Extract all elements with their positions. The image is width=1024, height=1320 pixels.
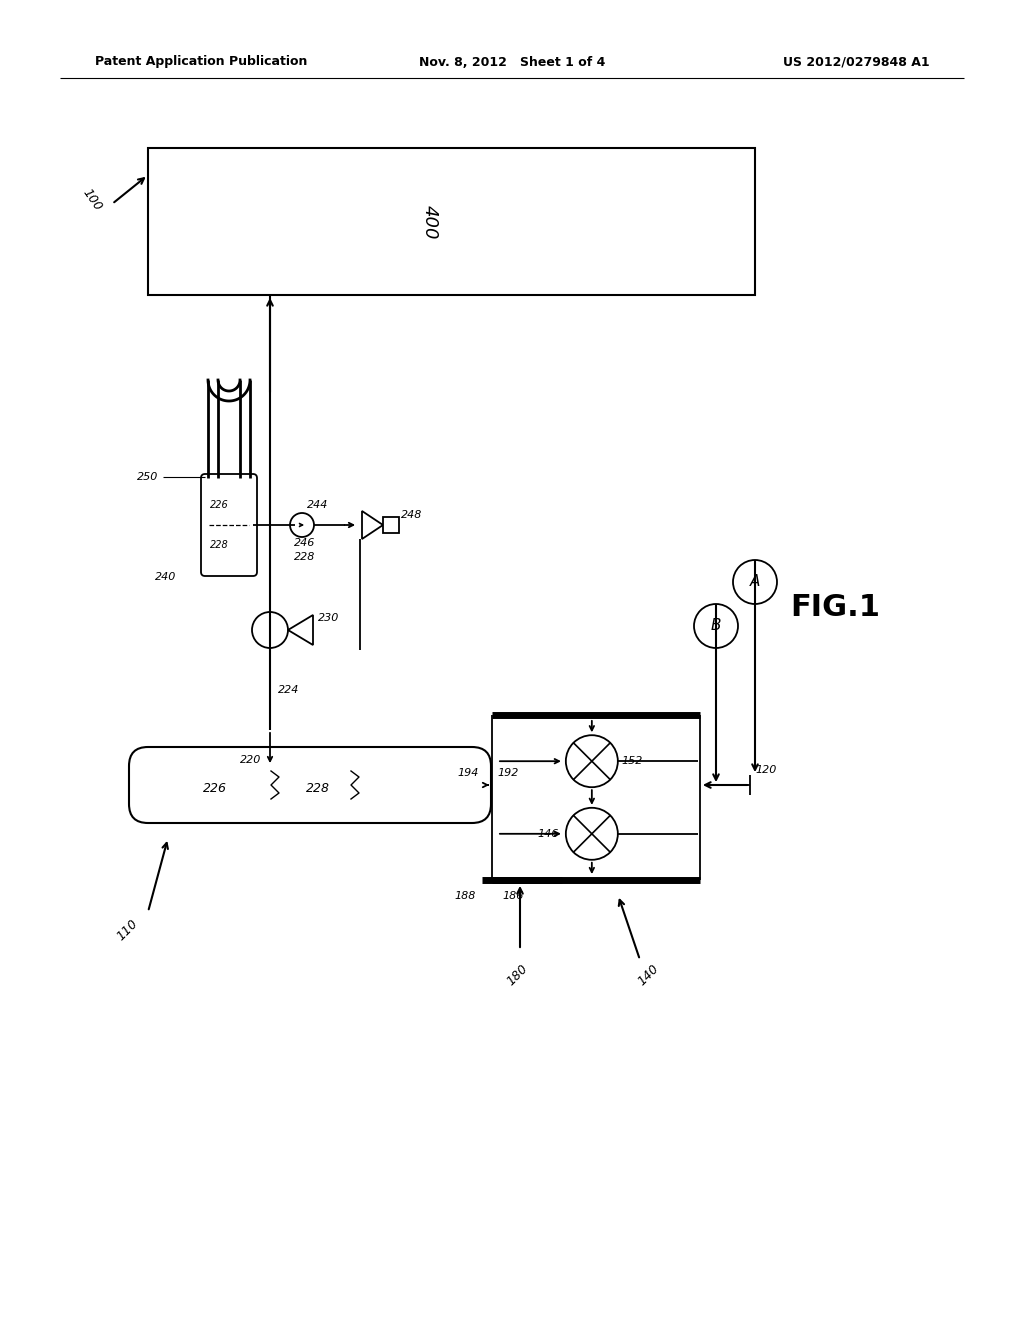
Text: 246: 246	[294, 539, 315, 548]
Text: 226: 226	[210, 500, 228, 510]
Circle shape	[290, 513, 314, 537]
Text: 186: 186	[502, 891, 523, 902]
Text: 120: 120	[755, 766, 776, 775]
Text: 192: 192	[497, 768, 518, 777]
Bar	[383, 517, 399, 533]
Text: A: A	[750, 574, 760, 590]
Text: 244: 244	[307, 500, 329, 510]
Text: 400: 400	[421, 205, 439, 239]
Text: 188: 188	[454, 891, 475, 902]
Text: Patent Application Publication: Patent Application Publication	[95, 55, 307, 69]
Text: 228: 228	[306, 781, 330, 795]
Text: US 2012/0279848 A1: US 2012/0279848 A1	[783, 55, 930, 69]
Text: 240: 240	[155, 572, 176, 582]
Text: 248: 248	[401, 510, 422, 520]
Text: Nov. 8, 2012   Sheet 1 of 4: Nov. 8, 2012 Sheet 1 of 4	[419, 55, 605, 69]
Text: 194: 194	[457, 768, 478, 777]
Text: 250: 250	[136, 473, 158, 482]
Text: 230: 230	[318, 612, 339, 623]
Text: 224: 224	[278, 685, 299, 696]
Text: 180: 180	[504, 962, 530, 989]
Text: 152: 152	[622, 756, 643, 766]
Text: 100: 100	[80, 186, 104, 214]
Text: 140: 140	[635, 962, 662, 989]
Text: 220: 220	[240, 755, 261, 766]
Text: 146: 146	[538, 829, 559, 838]
Text: B: B	[711, 619, 721, 634]
Text: 226: 226	[203, 781, 227, 795]
Polygon shape	[288, 615, 313, 645]
FancyBboxPatch shape	[129, 747, 490, 822]
Bar	[148, 148, 755, 294]
Circle shape	[566, 808, 617, 859]
Circle shape	[566, 735, 617, 787]
Polygon shape	[362, 511, 383, 539]
Text: 110: 110	[114, 917, 140, 942]
Circle shape	[252, 612, 288, 648]
FancyBboxPatch shape	[201, 474, 257, 576]
Circle shape	[733, 560, 777, 605]
Text: FIG.1: FIG.1	[790, 594, 880, 623]
Text: 228: 228	[210, 540, 228, 550]
Circle shape	[694, 605, 738, 648]
Text: 228: 228	[294, 552, 315, 562]
